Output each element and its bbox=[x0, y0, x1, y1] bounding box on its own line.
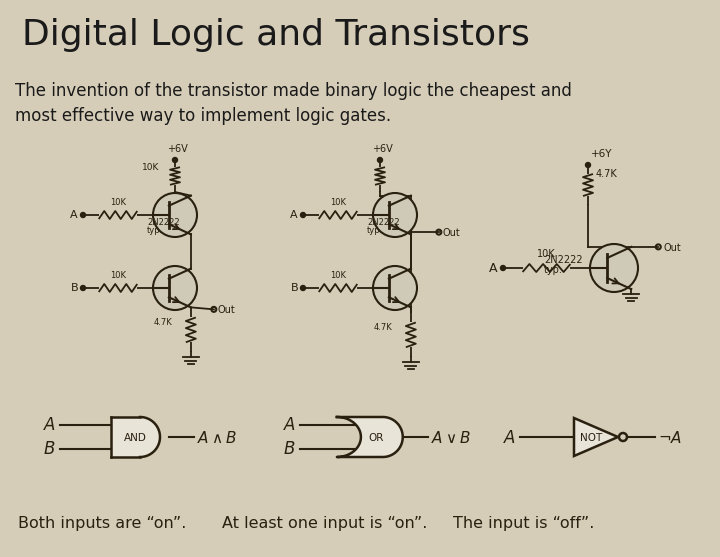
Bar bbox=[111, 417, 140, 457]
Text: At least one input is “on”.: At least one input is “on”. bbox=[222, 516, 428, 531]
Text: 10K: 10K bbox=[330, 198, 346, 207]
Text: 4.7K: 4.7K bbox=[154, 319, 173, 328]
Text: NOT: NOT bbox=[580, 433, 602, 443]
Text: 10K: 10K bbox=[537, 249, 556, 259]
Text: A: A bbox=[503, 429, 515, 447]
Circle shape bbox=[373, 193, 417, 237]
Text: Out: Out bbox=[218, 305, 235, 315]
Text: +6V: +6V bbox=[372, 144, 392, 154]
Text: OR: OR bbox=[368, 433, 383, 443]
Circle shape bbox=[153, 193, 197, 237]
Text: 4.7K: 4.7K bbox=[374, 324, 393, 333]
Text: Out: Out bbox=[443, 228, 461, 238]
Text: A: A bbox=[488, 261, 497, 275]
Text: typ.: typ. bbox=[367, 226, 383, 235]
Circle shape bbox=[300, 286, 305, 291]
Text: 2N2222: 2N2222 bbox=[367, 218, 400, 227]
Circle shape bbox=[81, 213, 86, 217]
Circle shape bbox=[300, 213, 305, 217]
Polygon shape bbox=[574, 418, 618, 456]
Text: $\neg A$: $\neg A$ bbox=[658, 430, 682, 446]
Text: A: A bbox=[44, 416, 55, 434]
Text: A: A bbox=[71, 210, 78, 220]
Text: Out: Out bbox=[663, 243, 681, 253]
Circle shape bbox=[377, 158, 382, 163]
Circle shape bbox=[373, 266, 417, 310]
Text: 10K: 10K bbox=[142, 163, 159, 172]
Text: 2N2222: 2N2222 bbox=[147, 218, 179, 227]
Text: 10K: 10K bbox=[330, 271, 346, 280]
Text: 10K: 10K bbox=[110, 198, 126, 207]
Text: A: A bbox=[290, 210, 298, 220]
Text: A: A bbox=[284, 416, 295, 434]
Text: $A \vee B$: $A \vee B$ bbox=[431, 430, 471, 446]
Text: typ.: typ. bbox=[544, 265, 563, 275]
Text: Both inputs are “on”.: Both inputs are “on”. bbox=[18, 516, 186, 531]
Text: B: B bbox=[284, 440, 295, 458]
Text: $A \wedge B$: $A \wedge B$ bbox=[197, 430, 237, 446]
Text: AND: AND bbox=[124, 433, 147, 443]
Text: B: B bbox=[71, 283, 78, 293]
Text: The input is “off”.: The input is “off”. bbox=[453, 516, 595, 531]
Circle shape bbox=[585, 163, 590, 168]
Text: typ.: typ. bbox=[147, 226, 163, 235]
Circle shape bbox=[173, 158, 178, 163]
Text: Digital Logic and Transistors: Digital Logic and Transistors bbox=[22, 18, 530, 52]
Text: 10K: 10K bbox=[110, 271, 126, 280]
Text: 4.7K: 4.7K bbox=[596, 169, 618, 179]
Circle shape bbox=[153, 266, 197, 310]
Circle shape bbox=[81, 286, 86, 291]
Polygon shape bbox=[337, 417, 402, 457]
Text: +6Y: +6Y bbox=[591, 149, 613, 159]
Text: 2N2222: 2N2222 bbox=[544, 255, 582, 265]
Circle shape bbox=[590, 244, 638, 292]
Polygon shape bbox=[140, 417, 160, 457]
Text: B: B bbox=[290, 283, 298, 293]
Text: +6V: +6V bbox=[166, 144, 187, 154]
Text: B: B bbox=[44, 440, 55, 458]
Circle shape bbox=[500, 266, 505, 271]
Text: The invention of the transistor made binary logic the cheapest and
most effectiv: The invention of the transistor made bin… bbox=[15, 82, 572, 125]
